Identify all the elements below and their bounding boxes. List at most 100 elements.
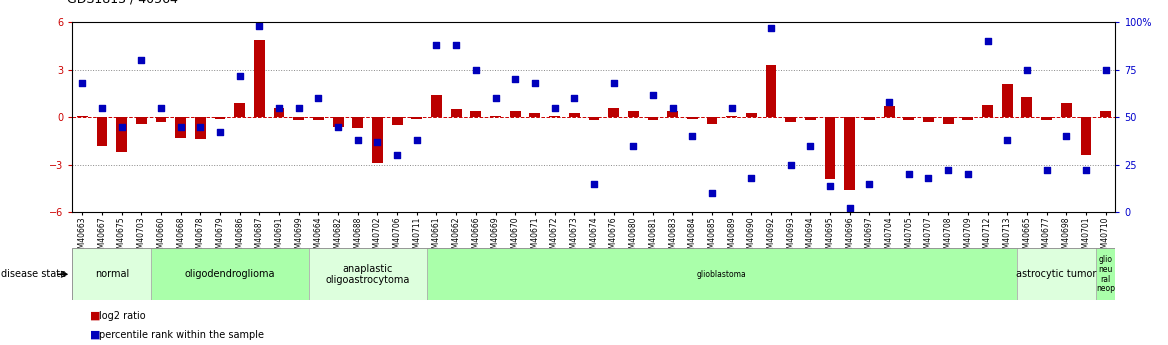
Bar: [766, 65, 777, 117]
Point: [1057, 134, 1076, 139]
Point: [899, 171, 918, 177]
Bar: [864, 117, 875, 120]
Bar: [569, 112, 579, 117]
Bar: [215, 117, 225, 119]
Bar: [647, 117, 659, 120]
Bar: [943, 117, 953, 124]
Bar: [353, 117, 363, 128]
Bar: [844, 117, 855, 190]
Bar: [825, 117, 835, 179]
Point: [172, 124, 190, 129]
Point: [1097, 67, 1115, 72]
Bar: [471, 111, 481, 117]
Point: [230, 73, 249, 78]
Bar: [391, 117, 403, 125]
Text: glioblastoma: glioblastoma: [697, 270, 746, 279]
Point: [1077, 168, 1096, 173]
Bar: [589, 117, 599, 120]
Point: [624, 143, 642, 148]
Bar: [313, 117, 324, 120]
Point: [408, 137, 426, 143]
Point: [368, 139, 387, 145]
Bar: [175, 117, 186, 138]
Bar: [884, 106, 895, 117]
Point: [152, 105, 171, 110]
Point: [486, 96, 505, 101]
Point: [250, 23, 269, 29]
Point: [545, 105, 564, 110]
Bar: [628, 111, 639, 117]
Bar: [746, 112, 757, 117]
Point: [1037, 168, 1056, 173]
Point: [781, 162, 800, 167]
Text: ■: ■: [90, 311, 100, 321]
Point: [663, 105, 682, 110]
Bar: [77, 116, 88, 117]
Bar: [373, 117, 383, 163]
Bar: [805, 117, 815, 120]
Bar: [426, 248, 1017, 300]
Bar: [97, 117, 107, 146]
Point: [722, 105, 741, 110]
Bar: [431, 95, 442, 117]
Point: [72, 80, 91, 86]
Point: [742, 175, 760, 181]
Point: [506, 77, 524, 82]
Text: oligodendroglioma: oligodendroglioma: [185, 269, 276, 279]
Bar: [135, 117, 147, 124]
Point: [526, 80, 544, 86]
Text: ■: ■: [90, 330, 100, 339]
Bar: [72, 248, 151, 300]
Text: log2 ratio: log2 ratio: [99, 311, 146, 321]
Bar: [667, 111, 679, 117]
Point: [1017, 67, 1036, 72]
Bar: [1002, 84, 1013, 117]
Text: percentile rank within the sample: percentile rank within the sample: [99, 330, 264, 339]
Point: [959, 171, 978, 177]
Point: [328, 124, 347, 129]
Point: [112, 124, 131, 129]
Bar: [491, 116, 501, 117]
Bar: [982, 105, 993, 117]
Point: [939, 168, 958, 173]
Point: [997, 137, 1016, 143]
Point: [585, 181, 604, 186]
Bar: [1041, 117, 1052, 120]
Bar: [451, 109, 461, 117]
Point: [565, 96, 584, 101]
Text: anaplastic
oligoastrocytoma: anaplastic oligoastrocytoma: [326, 264, 410, 285]
Point: [348, 137, 367, 143]
Text: astrocytic tumor: astrocytic tumor: [1016, 269, 1097, 279]
Bar: [293, 117, 304, 120]
Point: [860, 181, 878, 186]
Bar: [962, 117, 973, 120]
Text: glio
neu
ral
neop: glio neu ral neop: [1096, 255, 1115, 293]
Bar: [195, 117, 206, 139]
Point: [447, 42, 466, 48]
Point: [290, 105, 308, 110]
Bar: [1061, 103, 1072, 117]
Bar: [923, 117, 934, 122]
Bar: [116, 117, 127, 152]
Text: GDS1813 / 40564: GDS1813 / 40564: [67, 0, 178, 5]
Bar: [903, 117, 915, 120]
Point: [427, 42, 446, 48]
Bar: [1096, 248, 1115, 300]
Point: [841, 206, 860, 211]
Point: [978, 39, 996, 44]
Bar: [529, 112, 541, 117]
Point: [880, 99, 898, 105]
Bar: [333, 117, 343, 127]
Point: [683, 134, 702, 139]
Point: [821, 183, 840, 188]
Bar: [549, 116, 559, 117]
Bar: [785, 117, 797, 122]
Bar: [155, 117, 166, 122]
Point: [919, 175, 938, 181]
Point: [801, 143, 820, 148]
Bar: [273, 108, 285, 117]
Bar: [707, 117, 717, 124]
Bar: [687, 117, 697, 119]
Point: [270, 105, 288, 110]
Bar: [411, 117, 422, 119]
